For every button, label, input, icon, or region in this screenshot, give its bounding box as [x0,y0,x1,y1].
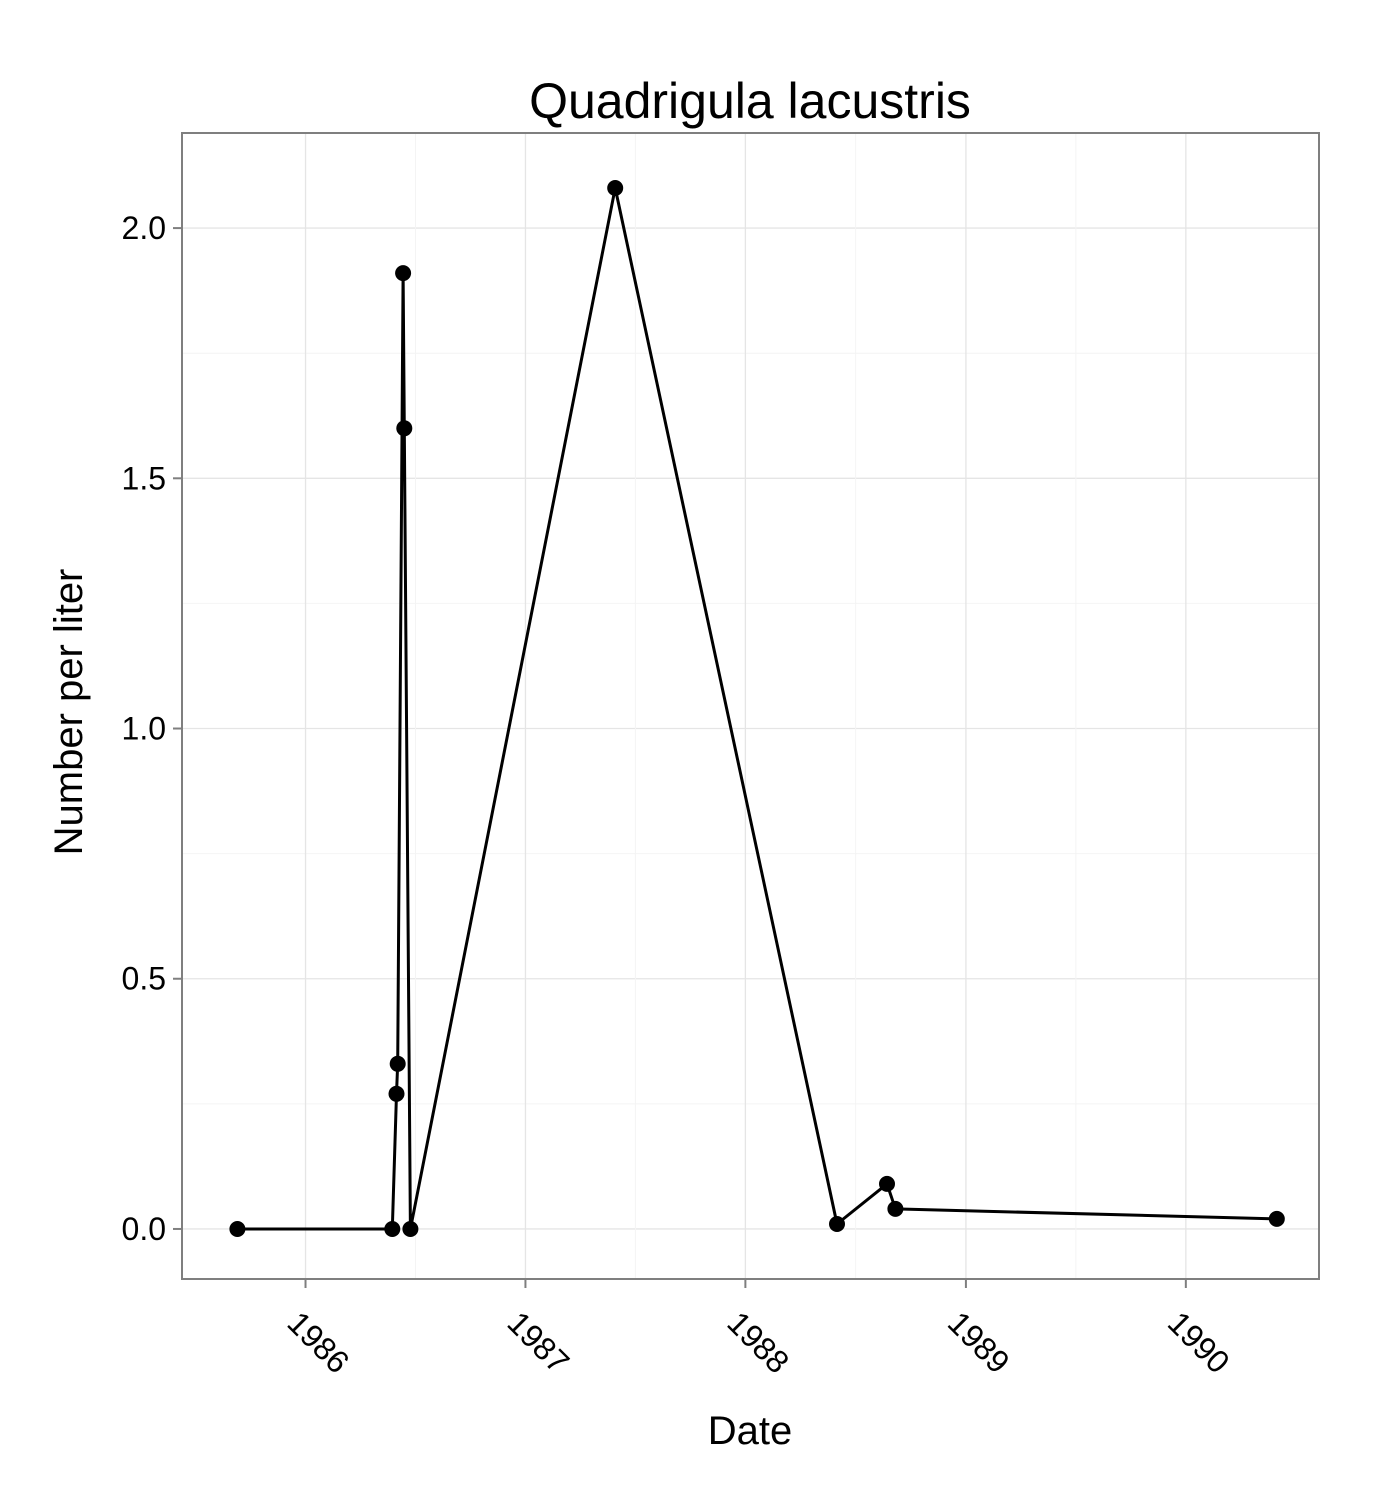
data-point [229,1221,246,1237]
y-tick-label: 1.5 [122,460,166,496]
y-tick-label: 0.5 [122,961,166,997]
data-point [1268,1210,1285,1227]
data-point [829,1216,845,1232]
y-tick-label: 1.0 [122,711,166,747]
series-layer [229,180,1285,1237]
data-point [388,1085,405,1102]
chart-title: Quadrigula lacustris [529,73,971,129]
x-axis-label: Date [708,1409,793,1453]
plot-panel-border [181,132,1320,1280]
data-point [607,180,624,196]
data-point [879,1175,895,1192]
plot-panel [182,133,1319,1279]
y-axis-label: Number per liter [47,569,91,856]
data-point [384,1221,401,1237]
data-point [389,1055,406,1072]
data-point [402,1221,419,1237]
y-tick-label: 0.0 [122,1211,166,1247]
grid-lines [182,133,1319,1279]
data-point [395,265,412,282]
data-point [396,420,413,437]
data-point [887,1200,904,1217]
y-tick-label: 2.0 [122,210,166,246]
